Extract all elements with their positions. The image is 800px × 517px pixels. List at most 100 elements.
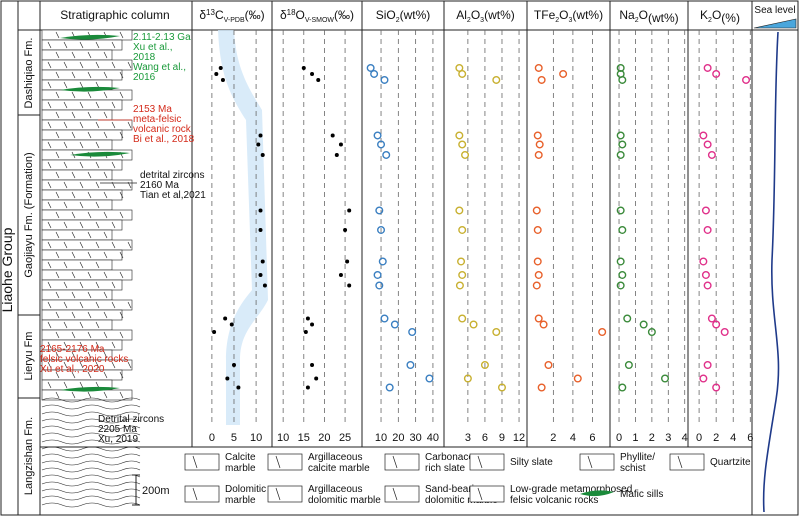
formation-label: Lieryu Fm	[23, 332, 35, 381]
lithology-pattern	[103, 271, 108, 279]
lithology-bed	[41, 109, 113, 121]
formation-label: Langzishan Fm.	[23, 417, 35, 495]
lithology-pattern	[63, 361, 68, 369]
legend-label: Dolomitic	[225, 484, 266, 495]
annotation: felsic volcanic rocks	[40, 354, 128, 365]
data-point	[408, 327, 417, 336]
lithology-pattern	[55, 291, 60, 299]
lithology-pattern	[79, 281, 84, 289]
legend-pattern	[192, 487, 198, 501]
lithology-pattern	[79, 301, 84, 309]
legend-swatch	[579, 453, 615, 471]
data-point	[703, 225, 712, 234]
title-part: (%)	[721, 11, 740, 25]
data-point	[742, 75, 751, 84]
data-point	[699, 374, 708, 383]
annotation: detrital zircons	[140, 170, 204, 181]
data-point	[229, 322, 234, 327]
quartzite-wave	[41, 481, 141, 487]
lithology-pattern	[95, 361, 100, 369]
data-point	[458, 140, 467, 149]
data-point	[624, 360, 633, 369]
lithology-pattern	[103, 311, 108, 319]
title-part: 3	[569, 17, 573, 24]
data-point	[616, 150, 625, 159]
legend-label: schist	[620, 463, 646, 474]
quartzite-wave	[41, 404, 141, 410]
data-point	[220, 77, 225, 82]
annotation: 2205 Ma	[98, 424, 137, 435]
lithology-pattern	[47, 101, 52, 109]
legend-label: Silty slate	[510, 457, 553, 468]
title-part: 2	[635, 17, 639, 24]
lithology-pattern	[63, 381, 68, 389]
title-part: Na	[619, 8, 635, 22]
lithology-pattern	[95, 281, 100, 289]
lithology-pattern	[87, 91, 92, 99]
data-point	[533, 257, 542, 266]
legend-pattern	[392, 455, 398, 469]
lithology-bed	[41, 299, 133, 311]
data-point	[618, 75, 627, 84]
lithology-pattern	[87, 71, 92, 79]
mafic-sill	[60, 34, 120, 40]
data-point	[458, 270, 467, 279]
data-point	[380, 314, 389, 323]
lithology-pattern	[71, 271, 76, 279]
lithology-bed	[41, 139, 113, 151]
lithology-pattern	[55, 311, 60, 319]
quartzite-wave	[41, 425, 141, 431]
panel-title: TFe2O3(wt%)	[534, 8, 603, 24]
lithology-pattern	[95, 301, 100, 309]
panel-title: δ18OV-SMOW(‰)	[280, 8, 354, 24]
data-point	[345, 259, 350, 264]
x-tick-label: 15	[298, 432, 310, 444]
legend-label: Low-grade metamorphosed	[510, 484, 632, 495]
data-point	[223, 316, 228, 321]
data-point	[256, 142, 261, 147]
lithology-pattern	[111, 221, 116, 229]
group-label: Liaohe Group	[0, 227, 15, 312]
legend-label: felsic volcanic rocks	[510, 495, 598, 506]
data-point	[260, 152, 265, 157]
data-point	[338, 142, 343, 147]
lithology-pattern	[103, 351, 108, 359]
data-point	[480, 360, 489, 369]
lithology-pattern	[79, 121, 84, 129]
sea-level-wedge	[753, 18, 797, 29]
lithology-pattern	[63, 201, 68, 209]
quartzite-wave	[41, 418, 141, 424]
quartzite-wave	[41, 411, 141, 417]
stratigraphic-column	[41, 29, 141, 508]
legend-pattern	[275, 455, 281, 469]
lithology-pattern	[71, 311, 76, 319]
legend-swatch	[580, 490, 614, 497]
legend-label: Calcite	[225, 452, 256, 463]
lithology-pattern	[95, 41, 100, 49]
scale-label: 200m	[142, 485, 170, 497]
data-point	[347, 283, 352, 288]
legend-swatch	[384, 485, 420, 503]
lithology-pattern	[63, 221, 68, 229]
lithology-pattern	[55, 111, 60, 119]
lithology-bed	[41, 309, 123, 321]
lithology-pattern	[63, 81, 68, 89]
data-point	[616, 206, 625, 215]
lithology-pattern	[95, 121, 100, 129]
lithology-pattern	[119, 251, 124, 259]
lithology-pattern	[63, 141, 68, 149]
lithology-pattern	[95, 261, 100, 269]
x-tick-label: 2	[713, 432, 719, 444]
lithology-pattern	[79, 381, 84, 389]
lithology-bed	[41, 119, 133, 131]
lithology-pattern	[71, 251, 76, 259]
x-tick-label: 2	[550, 432, 556, 444]
lithology-pattern	[55, 351, 60, 359]
legend-pattern	[587, 455, 593, 469]
data-point	[537, 383, 546, 392]
data-point	[618, 225, 627, 234]
data-point	[305, 385, 310, 390]
